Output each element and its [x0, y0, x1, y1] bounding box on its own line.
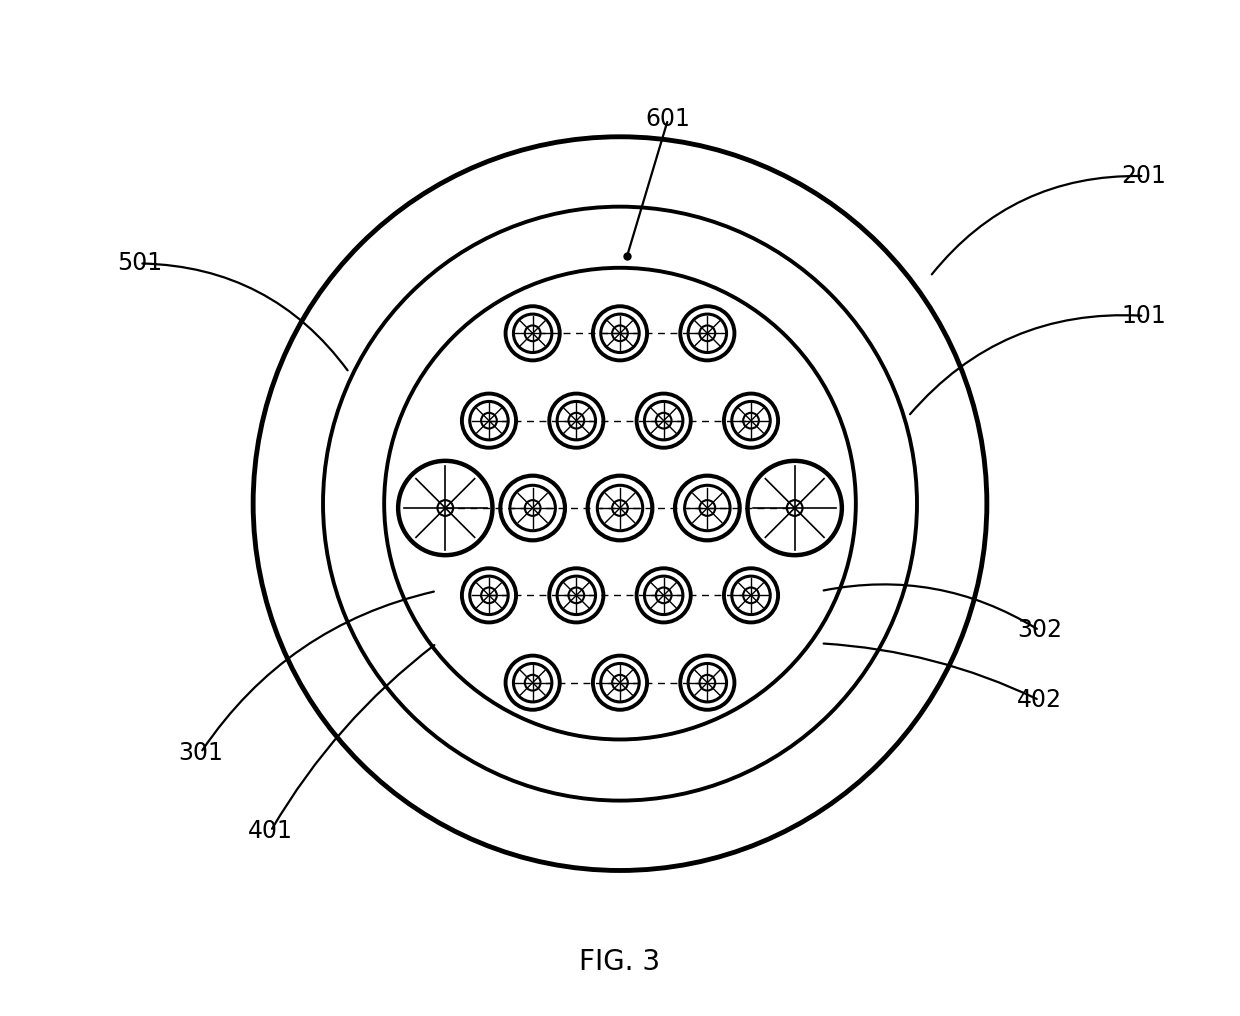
FancyArrowPatch shape: [272, 645, 434, 829]
FancyArrowPatch shape: [823, 643, 1037, 699]
FancyArrowPatch shape: [910, 315, 1141, 415]
FancyArrowPatch shape: [627, 122, 667, 254]
FancyArrowPatch shape: [143, 263, 347, 371]
Text: 401: 401: [248, 819, 293, 843]
Text: 402: 402: [1017, 688, 1061, 712]
Text: 301: 301: [179, 741, 223, 765]
Text: 201: 201: [1122, 164, 1167, 188]
Text: 101: 101: [1122, 304, 1167, 328]
FancyArrowPatch shape: [931, 176, 1141, 274]
FancyArrowPatch shape: [202, 591, 434, 750]
Text: FIG. 3: FIG. 3: [579, 948, 661, 976]
Text: 302: 302: [1017, 619, 1061, 642]
Text: 601: 601: [646, 108, 691, 131]
Text: 501: 501: [117, 251, 162, 275]
FancyArrowPatch shape: [823, 584, 1037, 629]
